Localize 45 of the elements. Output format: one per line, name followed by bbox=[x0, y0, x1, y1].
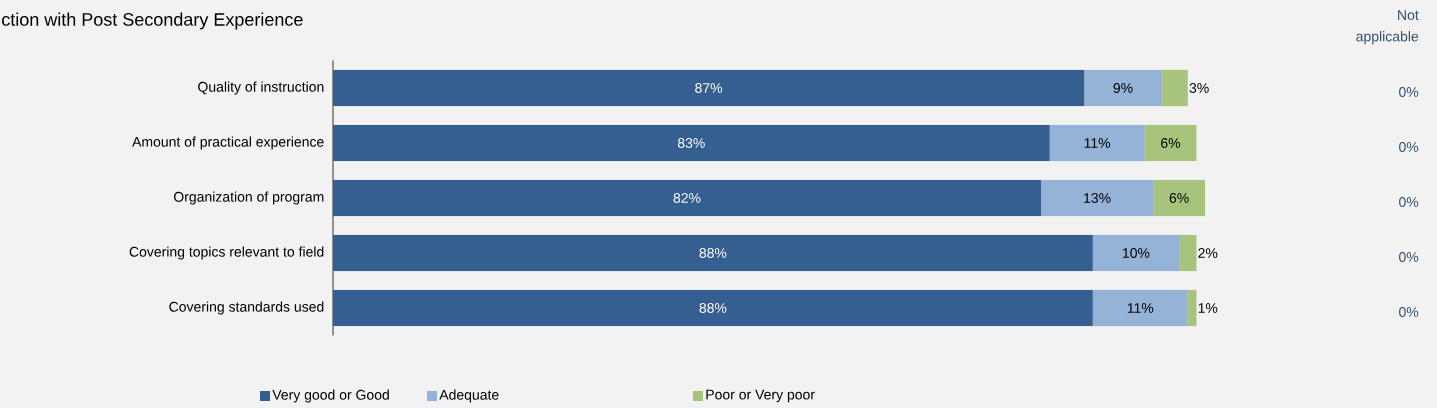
bar bbox=[332, 69, 1085, 107]
bar bbox=[1179, 234, 1197, 272]
text: 0% bbox=[1399, 142, 1419, 152]
bar bbox=[1144, 124, 1197, 162]
data-label: 11% bbox=[1084, 138, 1111, 148]
text: ction with Post Secondary Experience bbox=[2, 12, 303, 30]
y-tick-label: Quality of instruction bbox=[198, 81, 324, 95]
legend-label: Poor or Very poor bbox=[706, 389, 815, 403]
text: 0% bbox=[1399, 197, 1419, 207]
bar bbox=[1092, 234, 1180, 272]
text: 0% bbox=[1399, 252, 1419, 262]
bar bbox=[1092, 289, 1188, 327]
data-label: 2% bbox=[1198, 248, 1218, 258]
bar bbox=[332, 179, 1042, 217]
text: 0% bbox=[1399, 307, 1419, 317]
data-label: 9% bbox=[1113, 83, 1133, 93]
bar bbox=[1040, 179, 1154, 217]
y-tick-label: Organization of program bbox=[174, 191, 324, 205]
y-tick-label: Covering topics relevant to field bbox=[129, 246, 324, 260]
legend-label: Adequate bbox=[439, 389, 499, 403]
data-label: 3% bbox=[1189, 83, 1209, 93]
data-label: 87% bbox=[695, 83, 723, 93]
bar bbox=[1153, 179, 1206, 217]
bar bbox=[1187, 289, 1197, 327]
data-label: 13% bbox=[1084, 193, 1111, 203]
bar bbox=[332, 234, 1093, 272]
data-label: 6% bbox=[1169, 193, 1189, 203]
y-tick-label: Covering standards used bbox=[169, 301, 324, 315]
legend-label: Very good or Good bbox=[272, 389, 389, 403]
data-label: 10% bbox=[1123, 248, 1150, 258]
text: 0% bbox=[1399, 87, 1419, 97]
data-label: 88% bbox=[699, 303, 727, 313]
bar bbox=[332, 124, 1050, 162]
data-label: 88% bbox=[699, 248, 727, 258]
bar bbox=[332, 289, 1093, 327]
data-label: 82% bbox=[673, 193, 701, 203]
bar bbox=[1049, 124, 1145, 162]
data-label: 11% bbox=[1127, 303, 1154, 313]
bar bbox=[1161, 69, 1188, 107]
data-label: 1% bbox=[1198, 303, 1218, 313]
bar bbox=[1084, 69, 1162, 107]
data-label: 6% bbox=[1161, 138, 1181, 148]
data-label: 83% bbox=[677, 138, 705, 148]
y-tick-label: Amount of practical experience bbox=[132, 136, 324, 150]
text: Not applicable bbox=[1356, 10, 1419, 45]
